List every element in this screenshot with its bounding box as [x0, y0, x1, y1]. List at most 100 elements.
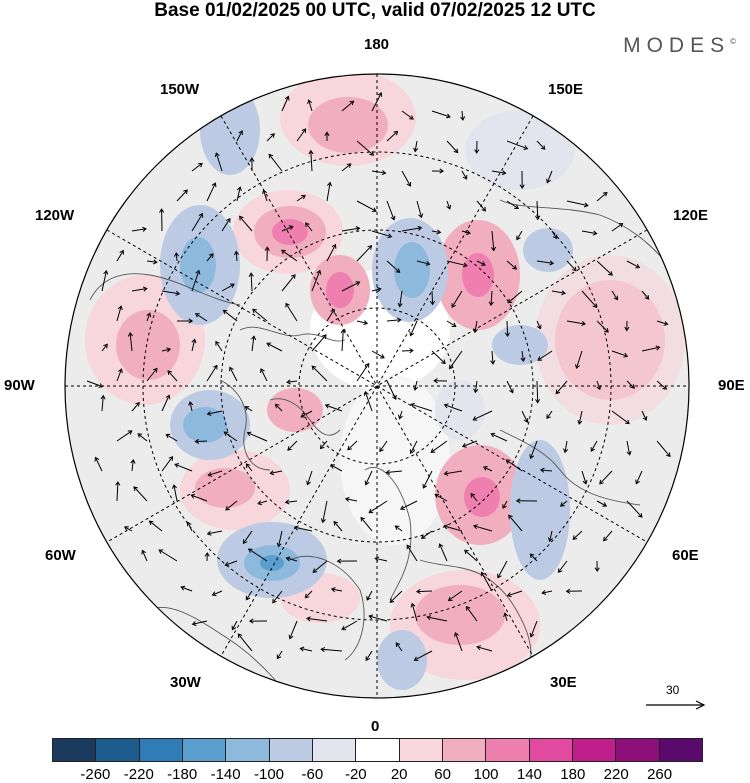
wind-arrow-head — [480, 261, 486, 266]
wind-arrow-head — [133, 486, 139, 491]
wind-arrow-shaft — [474, 320, 478, 333]
wind-arrow-shaft — [266, 342, 283, 352]
wind-arrow-head — [501, 170, 507, 176]
wind-arrow-head — [208, 253, 214, 258]
wind-arrow-head — [515, 498, 521, 504]
wind-arrow-head — [166, 347, 172, 353]
wind-arrow-shaft — [181, 586, 193, 592]
wind-arrow-shaft — [472, 410, 493, 421]
wind-arrow-shaft — [246, 463, 253, 472]
wind-arrow-shaft — [141, 550, 148, 562]
wind-arrow-shaft — [483, 466, 493, 472]
wind-arrow-head — [331, 243, 337, 249]
wind-arrow-shaft — [287, 380, 298, 383]
wind-arrow-shaft — [596, 500, 607, 507]
wind-arrow-head — [474, 149, 480, 154]
wind-arrow-head — [238, 215, 244, 221]
wind-arrow-head — [194, 313, 200, 318]
wind-arrow-head — [211, 591, 217, 597]
wind-arrow-shaft — [411, 603, 418, 622]
wind-arrow-head — [214, 152, 220, 158]
wind-arrow-shaft — [564, 440, 568, 453]
brand-name: MODES — [623, 34, 731, 57]
wind-arrow-head — [330, 464, 336, 469]
wind-arrow-shaft — [611, 290, 618, 300]
wind-arrow-shaft — [116, 430, 133, 442]
wind-arrow-head — [194, 438, 200, 444]
longitude-label-30w: 30W — [170, 674, 201, 691]
colorbar-tick-label: 60 — [434, 766, 451, 783]
wind-arrow-head — [374, 556, 380, 562]
wind-arrow-head — [130, 458, 136, 464]
wind-arrow-head — [462, 174, 468, 180]
wind-arrow-head — [223, 431, 229, 436]
wind-arrow-head — [167, 370, 173, 375]
wind-arrow-shaft — [345, 498, 358, 502]
wind-arrow-head — [369, 151, 375, 156]
colorbar-tick-label: 20 — [390, 766, 408, 783]
wind-arrow-shaft — [281, 226, 293, 232]
wind-arrow-shaft — [131, 228, 147, 232]
wind-arrow-head — [364, 362, 370, 368]
wind-arrow-head — [547, 537, 553, 543]
wind-arrow-shaft — [231, 620, 238, 630]
wind-arrow-head — [461, 443, 467, 448]
brand-logo: MODES© — [623, 34, 736, 58]
wind-arrow-head — [546, 178, 551, 184]
wind-arrow-shaft — [245, 406, 253, 412]
wind-arrow-shaft — [224, 431, 238, 442]
wind-arrow-shaft — [434, 493, 448, 502]
wind-arrow-head — [308, 149, 314, 155]
wind-arrow-shaft — [208, 470, 223, 476]
wind-arrow-head — [662, 385, 667, 390]
wind-arrow-head — [248, 618, 254, 624]
wind-arrow-shaft — [461, 230, 471, 234]
wind-arrow-head — [368, 508, 374, 514]
wind-arrow-shaft — [491, 350, 494, 364]
wind-arrow-shaft — [446, 200, 451, 210]
wind-arrow-shaft — [476, 200, 486, 212]
wind-arrow-shaft — [414, 650, 433, 661]
wind-arrow-head — [103, 269, 109, 275]
colorbar-tick-label: 220 — [603, 766, 629, 783]
wind-arrow-shaft — [537, 350, 553, 361]
wind-arrow-head — [247, 548, 253, 553]
wind-arrow-shaft — [275, 403, 283, 412]
wind-arrow-head — [422, 483, 428, 489]
wind-arrow-shaft — [572, 530, 583, 540]
wind-arrow-head — [124, 526, 129, 531]
wind-arrow-shaft — [506, 380, 514, 393]
wind-arrow-head — [602, 191, 608, 197]
wind-arrow-head — [306, 616, 311, 622]
wind-arrow-shaft — [386, 470, 403, 473]
wind-arrow-shaft — [191, 494, 208, 502]
wind-arrow-head — [409, 115, 414, 120]
wind-arrow-shaft — [129, 332, 133, 352]
wind-arrow-head — [454, 632, 459, 638]
wind-arrow-head — [119, 249, 124, 255]
wind-arrow-shaft — [504, 613, 508, 622]
colorbar-tick-label: -20 — [344, 766, 367, 783]
wind-arrow-head — [349, 100, 355, 106]
wind-arrow-head — [198, 212, 204, 218]
wind-arrow-head — [371, 207, 377, 212]
wind-arrow-head — [472, 416, 478, 421]
wind-arrow-head — [137, 433, 143, 438]
wind-arrow-shaft — [236, 130, 243, 142]
wind-arrow-shaft — [281, 96, 289, 112]
wind-arrow-shaft — [410, 440, 418, 454]
colorbar-swatch — [355, 739, 399, 761]
wind-arrow-shaft — [311, 365, 328, 382]
wind-arrow-shaft — [497, 560, 508, 578]
wind-arrow-shaft — [508, 514, 523, 532]
wind-arrow-head — [592, 303, 598, 308]
wind-arrow-head — [215, 340, 220, 346]
wind-arrow-shaft — [206, 365, 218, 382]
wind-arrow-shaft — [270, 470, 283, 474]
map-border — [64, 73, 690, 699]
wind-arrow-head — [94, 456, 100, 462]
wind-arrow-shaft — [161, 395, 170, 412]
wind-arrow-head — [506, 592, 512, 598]
anomaly-negative — [510, 440, 570, 580]
wind-arrow-shaft — [596, 192, 608, 202]
